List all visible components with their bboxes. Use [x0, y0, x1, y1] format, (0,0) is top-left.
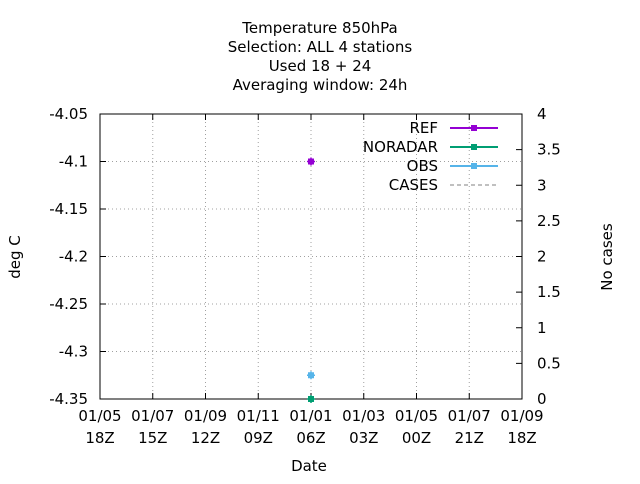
chart-title-line: Temperature 850hPa: [241, 19, 398, 37]
x-tick-label-date: 01/03: [342, 407, 385, 425]
legend-label: NORADAR: [363, 138, 438, 156]
y-tick-label: -4.1: [59, 153, 88, 171]
y-tick-label: -4.35: [49, 390, 88, 408]
x-tick-label-hour: 00Z: [402, 429, 431, 447]
y2-tick-label: 2.5: [537, 212, 561, 230]
y2-tick-label: 3: [537, 176, 547, 194]
x-tick-label-hour: 18Z: [85, 429, 114, 447]
x-tick-label-date: 01/05: [78, 407, 121, 425]
x-tick-label-date: 01/07: [131, 407, 174, 425]
x-tick-label-date: 01/01: [289, 407, 332, 425]
legend-label: CASES: [389, 176, 438, 194]
y-tick-label: -4.05: [49, 105, 88, 123]
x-tick-label-date: 01/05: [395, 407, 438, 425]
y2-tick-label: 0.5: [537, 354, 561, 372]
x-tick-label-hour: 18Z: [507, 429, 536, 447]
y2-tick-label: 0: [537, 390, 547, 408]
x-tick-label-hour: 06Z: [296, 429, 325, 447]
x-tick-label-hour: 15Z: [138, 429, 167, 447]
y2-tick-label: 1.5: [537, 283, 561, 301]
chart-title-line: Used 18 + 24: [269, 57, 372, 75]
x-axis-label: Date: [291, 457, 327, 475]
y2-tick-label: 4: [537, 105, 547, 123]
y-tick-label: -4.2: [59, 248, 88, 266]
y-tick-label: -4.25: [49, 295, 88, 313]
x-tick-label-date: 01/09: [184, 407, 227, 425]
chart-title-line: Averaging window: 24h: [233, 76, 408, 94]
x-tick-label-hour: 09Z: [244, 429, 273, 447]
y-tick-label: -4.3: [59, 343, 88, 361]
legend-label: REF: [409, 119, 438, 137]
plot-frame: [99, 113, 523, 400]
y-axis-label: deg C: [6, 235, 24, 279]
x-tick-label-hour: 21Z: [455, 429, 484, 447]
x-tick-label-hour: 12Z: [191, 429, 220, 447]
legend-marker: [471, 144, 477, 150]
x-tick-label-hour: 03Z: [349, 429, 378, 447]
chart-title-line: Selection: ALL 4 stations: [228, 38, 413, 56]
y2-tick-label: 3.5: [537, 141, 561, 159]
y-tick-label: -4.15: [49, 200, 88, 218]
y2-tick-label: 2: [537, 248, 547, 266]
x-tick-label-date: 01/09: [500, 407, 543, 425]
legend-marker: [471, 125, 477, 131]
legend-marker: [471, 163, 477, 169]
y2-tick-label: 1: [537, 319, 547, 337]
x-tick-label-date: 01/11: [237, 407, 280, 425]
x-tick-label-date: 01/07: [448, 407, 491, 425]
legend-label: OBS: [407, 157, 438, 175]
y2-axis-label: No cases: [598, 223, 616, 291]
